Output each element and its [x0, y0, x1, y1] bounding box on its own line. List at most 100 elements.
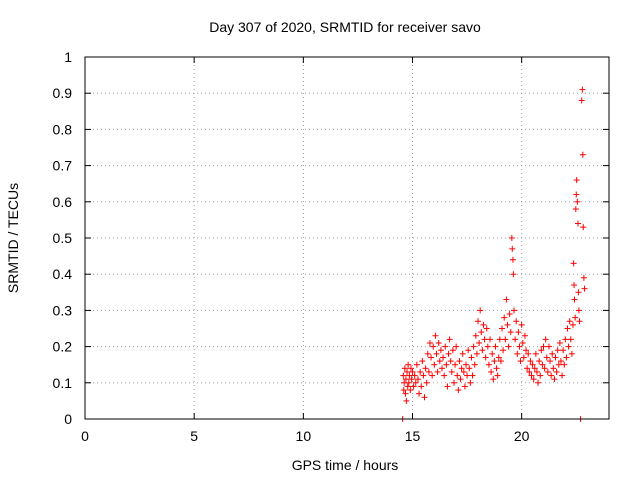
data-point — [564, 325, 571, 332]
data-point — [509, 245, 516, 252]
data-point — [477, 307, 484, 314]
data-point — [402, 376, 409, 383]
data-point — [456, 358, 463, 365]
data-point — [487, 336, 494, 343]
data-point — [571, 282, 578, 289]
data-point — [563, 354, 570, 361]
data-point — [425, 368, 432, 375]
data-point — [488, 368, 495, 375]
data-point — [468, 354, 475, 361]
y-tick-label: 1 — [64, 49, 72, 65]
data-point — [426, 339, 433, 346]
data-point — [417, 368, 424, 375]
data-point — [533, 368, 540, 375]
data-point — [567, 336, 574, 343]
data-point — [539, 361, 546, 368]
data-point — [441, 372, 448, 379]
data-point — [410, 383, 417, 390]
data-point — [407, 365, 414, 372]
data-point — [473, 350, 480, 357]
data-point — [527, 358, 534, 365]
data-point — [499, 325, 506, 332]
data-point — [433, 350, 440, 357]
data-point — [541, 365, 548, 372]
data-point — [403, 397, 410, 404]
data-point — [542, 336, 549, 343]
data-point — [525, 350, 532, 357]
data-point — [422, 365, 429, 372]
data-point — [436, 358, 443, 365]
data-point — [449, 347, 456, 354]
data-point — [493, 365, 500, 372]
data-point — [513, 318, 520, 325]
data-point — [510, 271, 517, 278]
data-point — [573, 191, 580, 198]
data-point — [408, 376, 415, 383]
data-point — [423, 379, 430, 386]
data-point — [553, 368, 560, 375]
data-point — [428, 354, 435, 361]
data-point — [495, 354, 502, 361]
data-point — [404, 383, 411, 390]
data-point — [581, 285, 588, 292]
data-point — [545, 343, 552, 350]
x-tick-label: 0 — [81, 428, 89, 444]
data-point — [580, 224, 587, 231]
data-point — [464, 372, 471, 379]
data-point — [575, 307, 582, 314]
y-tick-label: 0.8 — [53, 121, 73, 137]
data-point — [481, 336, 488, 343]
data-point — [483, 325, 490, 332]
data-point — [535, 379, 542, 386]
data-point — [409, 368, 416, 375]
data-point — [556, 339, 563, 346]
data-point — [472, 332, 479, 339]
data-point — [550, 365, 557, 372]
data-point — [442, 343, 449, 350]
data-point — [544, 368, 551, 375]
data-point — [416, 390, 423, 397]
data-point — [465, 347, 472, 354]
data-point — [508, 235, 515, 241]
data-point — [504, 321, 511, 328]
data-point — [446, 336, 453, 343]
data-point — [568, 350, 575, 357]
data-point — [406, 372, 413, 379]
data-point — [530, 376, 537, 383]
data-point — [579, 86, 586, 93]
data-point — [538, 347, 545, 354]
data-point — [443, 361, 450, 368]
data-point — [569, 321, 576, 328]
data-point — [554, 347, 561, 354]
data-point — [453, 343, 460, 350]
data-point — [405, 361, 412, 368]
data-point — [532, 350, 539, 357]
data-point — [540, 343, 547, 350]
data-point — [490, 376, 497, 383]
data-point — [555, 361, 562, 368]
data-point — [572, 206, 579, 213]
data-point — [576, 318, 583, 325]
data-point — [489, 350, 496, 357]
data-point — [440, 354, 447, 361]
data-point — [452, 361, 459, 368]
data-point — [570, 260, 577, 267]
data-point — [448, 368, 455, 375]
x-axis-label: GPS time / hours — [292, 457, 399, 473]
data-point — [466, 365, 473, 372]
data-point — [571, 296, 578, 303]
data-point — [460, 368, 467, 375]
data-point — [444, 383, 451, 390]
data-point — [552, 354, 559, 361]
data-point — [531, 365, 538, 372]
y-tick-label: 0.3 — [53, 302, 73, 318]
data-point — [561, 361, 568, 368]
data-point — [492, 343, 499, 350]
data-point — [536, 358, 543, 365]
data-point — [450, 379, 457, 386]
data-point — [537, 372, 544, 379]
plot-frame — [84, 56, 610, 420]
data-point — [405, 379, 412, 386]
y-tick-label: 0.5 — [53, 230, 73, 246]
chart-title: Day 307 of 2020, SRMTID for receiver sav… — [209, 19, 481, 35]
